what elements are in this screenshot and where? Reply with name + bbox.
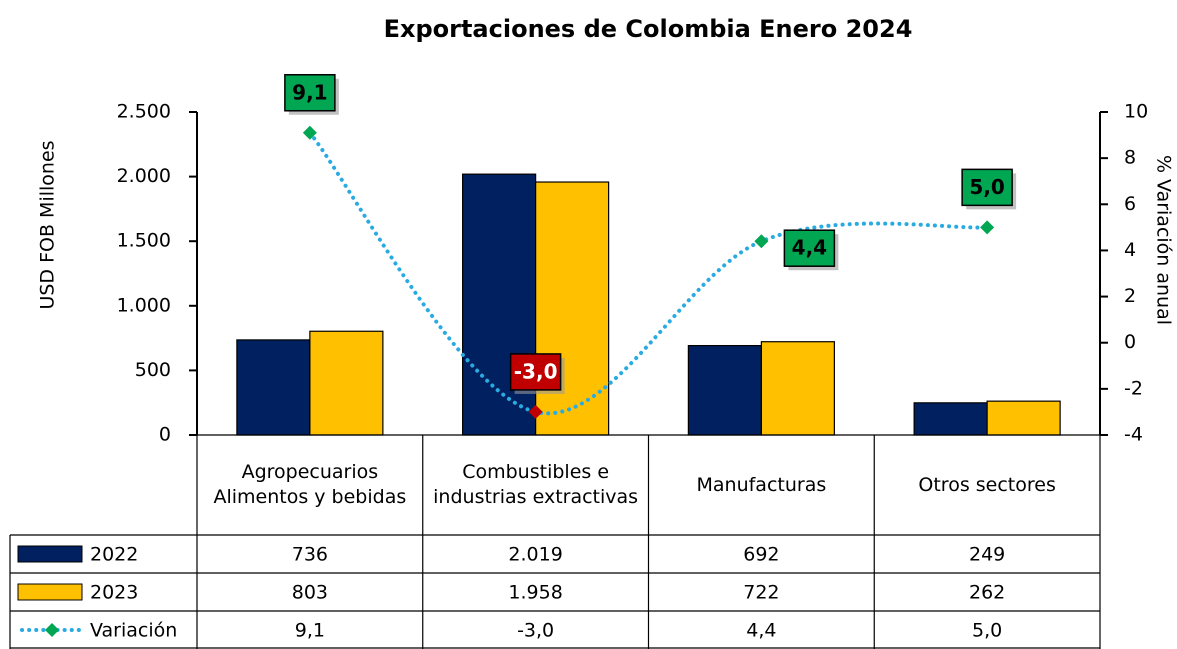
data-label: 9,1 [292,80,327,104]
legend-label: 2023 [90,582,138,604]
bar [760,341,835,436]
table-value: 249 [969,544,1005,566]
table-value: 5,0 [972,620,1002,642]
table-value: 736 [292,544,328,566]
label-box [961,168,1013,207]
data-label: 5,0 [969,175,1004,199]
category-cell: Combustibles e industrias extractivas [433,461,639,508]
y-tick-label: 2.000 [117,165,171,187]
y2-tick-label: 10 [1124,101,1148,123]
table-value: 9,1 [295,620,325,642]
table-value: -3,0 [517,620,554,642]
legend-swatch [17,545,83,563]
category-cell: Manufacturas [696,473,827,496]
bar [687,344,762,436]
y-tick-label: 1.500 [117,230,171,252]
y2-tick-label: 6 [1124,193,1136,215]
variation-marker [528,404,543,419]
table-value: 692 [743,544,779,566]
variation-marker [302,125,317,140]
table-value: 1.958 [508,582,562,604]
y2-tick-label: 4 [1124,239,1136,261]
bar [913,402,988,436]
data-label: -3,0 [514,359,558,383]
bar [462,173,537,436]
label-box [284,74,336,112]
y2-tick-label: -4 [1124,424,1143,446]
y-tick-label: 1.000 [117,294,171,316]
legend-label: 2022 [90,544,138,566]
y-tick-label: 500 [135,359,171,381]
variation-marker [980,220,995,235]
legend-swatch [17,583,83,601]
legend-label: Variación [90,620,177,642]
y2-axis-label: % Variación anual [1153,155,1175,325]
y2-tick-label: -2 [1124,377,1143,399]
y-axis-label: USD FOB Millones [37,140,59,309]
y2-tick-label: 8 [1124,147,1136,169]
bar [986,400,1061,436]
table-value: 722 [743,582,779,604]
variation-line [307,130,990,416]
category-cell: Agropecuarios Alimentos y bebidas [213,461,407,508]
label-box [509,353,562,391]
variation-marker [754,234,769,249]
table-value: 2.019 [508,544,562,566]
label-box [783,229,836,267]
table-value: 4,4 [746,620,776,642]
data-label: 4,4 [792,236,827,260]
category-cell: Otros sectores [918,473,1056,496]
chart-title: Exportaciones de Colombia Enero 2024 [384,15,913,43]
bar [236,339,311,436]
table-value: 262 [969,582,1005,604]
bar [535,181,610,436]
y2-tick-label: 2 [1124,285,1136,307]
legend-marker [45,623,59,637]
y-tick-label: 0 [159,424,171,446]
bar [309,330,384,436]
y-tick-label: 2.500 [117,101,171,123]
y2-tick-label: 0 [1124,331,1136,353]
table-value: 803 [292,582,328,604]
